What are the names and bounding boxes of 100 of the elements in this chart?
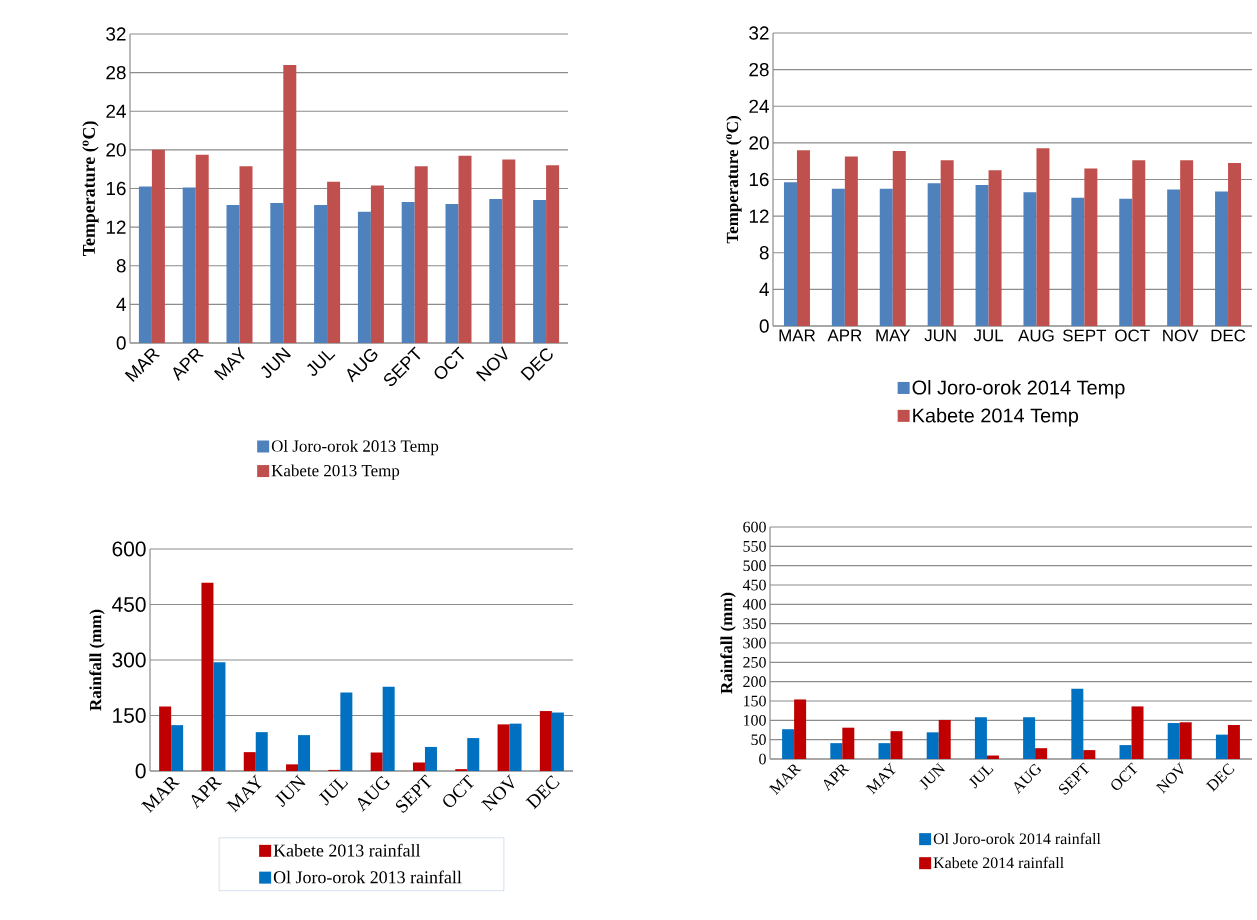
bar (830, 743, 843, 759)
bar (1167, 723, 1180, 759)
bar (159, 706, 172, 771)
y-axis-title: Temperature ($^{o}$C) (726, 116, 742, 244)
y-tick-label: 450 (112, 597, 146, 612)
x-tick-label: APR (191, 777, 223, 809)
bar (1023, 717, 1036, 759)
bar (171, 725, 184, 771)
bar (1036, 148, 1050, 326)
bar (1215, 734, 1228, 759)
bar (546, 165, 560, 343)
legend-label: Ol Joro-orok 2014 Temp (912, 379, 1125, 399)
bar (539, 711, 552, 771)
x-tick-label: JUL (968, 765, 994, 789)
bar (1071, 688, 1084, 759)
x-tick-label: JUL (318, 778, 349, 806)
legend-label: Kabete 2014 rainfall (933, 856, 1064, 869)
x-tick-label: JUL (307, 350, 336, 376)
y-tick-label: 150 (113, 708, 146, 723)
y-tick-label: 600 (112, 541, 146, 557)
x-tick-label: APR (823, 764, 850, 792)
bar (1179, 722, 1192, 759)
bar (270, 202, 284, 343)
bar (878, 743, 891, 759)
y-tick-label: 450 (742, 579, 766, 591)
bar (1023, 192, 1037, 326)
x-tick-label: MAR (779, 329, 815, 342)
bar (213, 662, 226, 771)
y-tick-label: 350 (743, 618, 766, 630)
bar (938, 719, 951, 759)
bar (138, 186, 152, 343)
bar (1083, 750, 1096, 759)
bar (796, 150, 810, 326)
bar (1227, 724, 1240, 759)
bar (497, 724, 510, 771)
x-tick-label: AUG (1018, 329, 1054, 342)
y-tick-label: 16 (106, 181, 126, 196)
y-tick-label: 200 (743, 676, 766, 688)
bar (195, 154, 209, 343)
bar (412, 762, 425, 771)
bar (533, 200, 547, 343)
legend-label: Kabete 2013 Temp (271, 464, 400, 480)
bar (509, 723, 522, 771)
bar (794, 699, 807, 759)
bar (782, 729, 795, 759)
y-tick-label: 24 (749, 99, 769, 113)
bar (1071, 197, 1085, 326)
y-axis-title: Rainfall (mm) (89, 609, 105, 711)
bar (1084, 168, 1098, 326)
legend-label: Ol Joro-orok 2013 rainfall (273, 870, 462, 884)
y-tick-label: 250 (743, 656, 766, 668)
bar (424, 746, 437, 771)
bar (783, 182, 797, 326)
y-tick-label: 0 (759, 753, 766, 765)
y-tick-label: 0 (759, 319, 769, 333)
y-tick-label: 4 (759, 282, 769, 296)
bar (327, 181, 341, 343)
y-tick-label: 16 (749, 172, 769, 187)
y-tick-label: 500 (743, 560, 766, 572)
bar (314, 204, 328, 343)
bar (370, 752, 383, 771)
bar (286, 764, 299, 771)
x-tick-label: SEPT (1063, 329, 1107, 342)
bar (1180, 160, 1194, 326)
bar (298, 735, 311, 771)
y-tick-label: 28 (749, 62, 769, 77)
legend-label: Kabete 2014 Temp (913, 407, 1079, 427)
y-tick-label: 150 (743, 695, 766, 707)
bar (182, 187, 196, 343)
y-tick-label: 28 (106, 65, 126, 80)
bar (467, 738, 480, 771)
bar (892, 151, 906, 326)
bar (226, 204, 240, 343)
y-tick-label: 0 (135, 763, 146, 779)
y-tick-label: 32 (749, 26, 769, 40)
y-tick-label: 32 (106, 27, 126, 41)
bar (340, 692, 353, 771)
x-tick-label: JUL (973, 329, 1004, 342)
bar (975, 184, 989, 326)
bar (1215, 191, 1229, 326)
legend-label: Ol Joro-orok 2014 rainfall (933, 832, 1101, 845)
x-tick-label: MAY (876, 329, 911, 342)
x-tick-label: NOV (1163, 329, 1199, 342)
bar (988, 170, 1002, 326)
y-tick-label: 0 (116, 336, 126, 350)
bar (842, 727, 855, 759)
bar (201, 582, 214, 771)
bar (1035, 748, 1048, 759)
bar (927, 183, 941, 326)
y-tick-label: 550 (743, 540, 766, 552)
y-tick-label: 24 (106, 104, 126, 118)
bar (357, 211, 371, 343)
bar (151, 149, 165, 343)
y-tick-label: 20 (106, 143, 126, 157)
bar (879, 188, 893, 326)
bar (926, 732, 939, 759)
y-tick-label: 300 (743, 637, 766, 649)
bar (844, 156, 858, 326)
legend-label: Ol Joro-orok 2013 Temp (271, 439, 439, 456)
bar (890, 731, 903, 759)
